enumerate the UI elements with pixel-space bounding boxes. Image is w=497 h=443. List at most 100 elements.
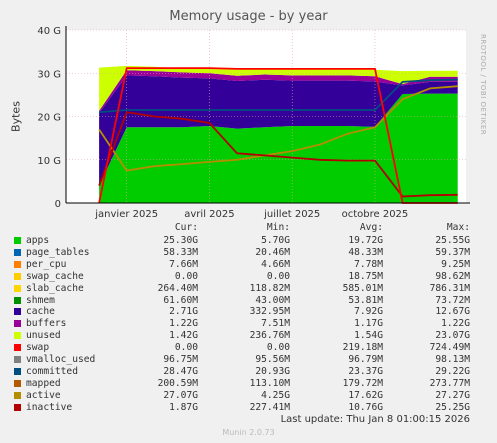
legend-cur: 7.66M (169, 258, 198, 270)
legend-label: cache (26, 306, 55, 318)
legend-label: swap (26, 342, 50, 354)
line-swap (98, 67, 458, 204)
legend-swatch (14, 248, 21, 256)
legend-max: 23.07G (435, 330, 470, 342)
legend-item-shmem: shmem 61.60M 43.00M 53.81M 73.72M (0, 295, 497, 307)
legend-item-swap: swap 0.00 0.00 219.18M 724.49M (0, 342, 497, 354)
area-apps (99, 93, 458, 203)
legend-max: 98.62M (435, 270, 470, 282)
legend-label: mapped (26, 377, 61, 389)
x-tick-label: octobre 2025 (342, 209, 409, 220)
legend-label: unused (26, 330, 61, 342)
legend-label: shmem (26, 294, 55, 306)
legend-cur: 25.30G (163, 235, 198, 246)
area-cache (99, 75, 458, 186)
legend-cur: 200.59M (157, 377, 198, 389)
legend-max: 73.72M (435, 294, 470, 306)
legend-min: 0.00 (266, 342, 290, 354)
plot-svg: 0 10 G 20 G 30 G 40 G janvier 2025 avril 2025 j… (37, 26, 470, 220)
legend-cur: 28.47G (163, 365, 198, 377)
col-max: Max: (446, 222, 470, 233)
x-tick-label: avril 2025 (184, 209, 234, 220)
rrdtool-credit: RRDTOOL / TOBI OETIKER (479, 34, 487, 136)
legend-item-apps: apps 25.30G 5.70G 19.72G 25.55G (0, 235, 497, 247)
line-active (98, 85, 458, 172)
legend-avg: 23.37G (348, 365, 383, 377)
legend-item-slab_cache: slab_cache 264.40M 118.82M 585.01M 786.31M (0, 283, 497, 295)
y-tick-label: 30 G (37, 69, 61, 80)
legend-min: 43.00M (255, 294, 290, 306)
y-tick-label: 0 (55, 199, 61, 210)
legend-item-inactive: inactive 1.87G 227.41M 10.76G 25.25G (0, 402, 497, 414)
legend-avg: 7.92G (354, 306, 383, 318)
legend-label: buffers (26, 318, 67, 330)
legend-label: swap_cache (26, 270, 84, 282)
legend-min: 113.10M (249, 377, 290, 389)
legend-item-vmalloc_used: vmalloc_used 96.75M 95.56M 96.79M 98.13M (0, 354, 497, 366)
legend-avg: 17.62G (348, 389, 383, 401)
legend-max: 273.77M (429, 377, 470, 389)
legend-avg: 18.75M (348, 270, 383, 282)
legend-swatch (14, 391, 21, 399)
legend-min: 236.76M (249, 330, 290, 342)
legend-swatch (14, 332, 21, 340)
chart-title: Memory usage - by year (169, 9, 328, 24)
col-cur: Cur: (174, 222, 198, 233)
legend-min: 0.00 (266, 270, 290, 282)
legend-max: 59.37M (435, 246, 470, 258)
legend-min: 4.25G (261, 389, 290, 401)
area-unused (99, 65, 458, 111)
legend-swatch (14, 320, 21, 328)
legend-min: 4.66M (261, 258, 290, 270)
legend-label: committed (26, 365, 78, 377)
legend-max: 12.67G (435, 306, 470, 318)
legend-min: 227.41M (249, 401, 290, 413)
legend-cur: 264.40M (157, 282, 198, 294)
col-min: Min: (266, 222, 290, 233)
legend-label: page_tables (26, 246, 90, 258)
legend-avg: 10.76G (348, 401, 383, 413)
legend-avg: 48.33M (348, 246, 383, 258)
legend-item-buffers: buffers 1.22G 7.51M 1.17G 1.22G (0, 318, 497, 330)
legend-item-active: active 27.07G 4.25G 17.62G 27.27G (0, 390, 497, 402)
legend-label: slab_cache (26, 282, 84, 294)
legend-item-swap_cache: swap_cache 0.00 0.00 18.75M 98.62M (0, 271, 497, 283)
legend-max: 98.13M (435, 354, 470, 365)
legend-swatch (14, 379, 21, 387)
legend-avg: 7.78M (354, 258, 383, 270)
legend-swatch (14, 356, 21, 363)
legend-min: 118.82M (249, 282, 290, 294)
legend-max: 25.25G (435, 401, 470, 413)
legend-min: 20.46M (255, 246, 290, 258)
legend-cur: 0.00 (174, 270, 198, 282)
legend-avg: 585.01M (342, 282, 383, 294)
legend-header: Cur: Min: Avg: Max: (0, 222, 497, 234)
legend-max: 724.49M (429, 342, 470, 354)
legend-min: 5.70G (261, 235, 290, 246)
area-buffers (99, 70, 458, 113)
legend-swatch (14, 284, 21, 292)
legend-cur: 0.00 (174, 342, 198, 354)
x-tick-label: janvier 2025 (94, 209, 158, 220)
legend-item-unused: unused 1.42G 236.76M 1.54G 23.07G (0, 330, 497, 342)
legend-label: apps (26, 235, 50, 246)
legend-max: 27.27G (435, 389, 470, 401)
legend-swatch (14, 296, 21, 304)
legend-min: 7.51M (261, 318, 290, 330)
y-tick-label: 40 G (37, 26, 61, 37)
legend-cur: 1.22G (169, 318, 198, 330)
legend-cur: 58.33M (163, 246, 198, 258)
legend-item-committed: committed 28.47G 20.93G 23.37G 29.22G (0, 366, 497, 378)
axes: 0 10 G 20 G 30 G 40 G janvier 2025 avril 2025 j… (37, 26, 470, 220)
legend-label: inactive (26, 401, 73, 413)
y-tick-label: 20 G (37, 113, 61, 124)
legend-item-cache: cache 2.71G 332.95M 7.92G 12.67G (0, 306, 497, 318)
legend-item-page_tables: page_tables 58.33M 20.46M 48.33M 59.37M (0, 247, 497, 259)
y-tick-label: 10 G (37, 156, 61, 167)
legend-max: 9.25M (441, 258, 470, 270)
legend-avg: 53.81M (348, 294, 383, 306)
legend-min: 332.95M (249, 306, 290, 318)
legend-swatch (14, 272, 21, 280)
legend-avg: 1.17G (354, 318, 383, 330)
